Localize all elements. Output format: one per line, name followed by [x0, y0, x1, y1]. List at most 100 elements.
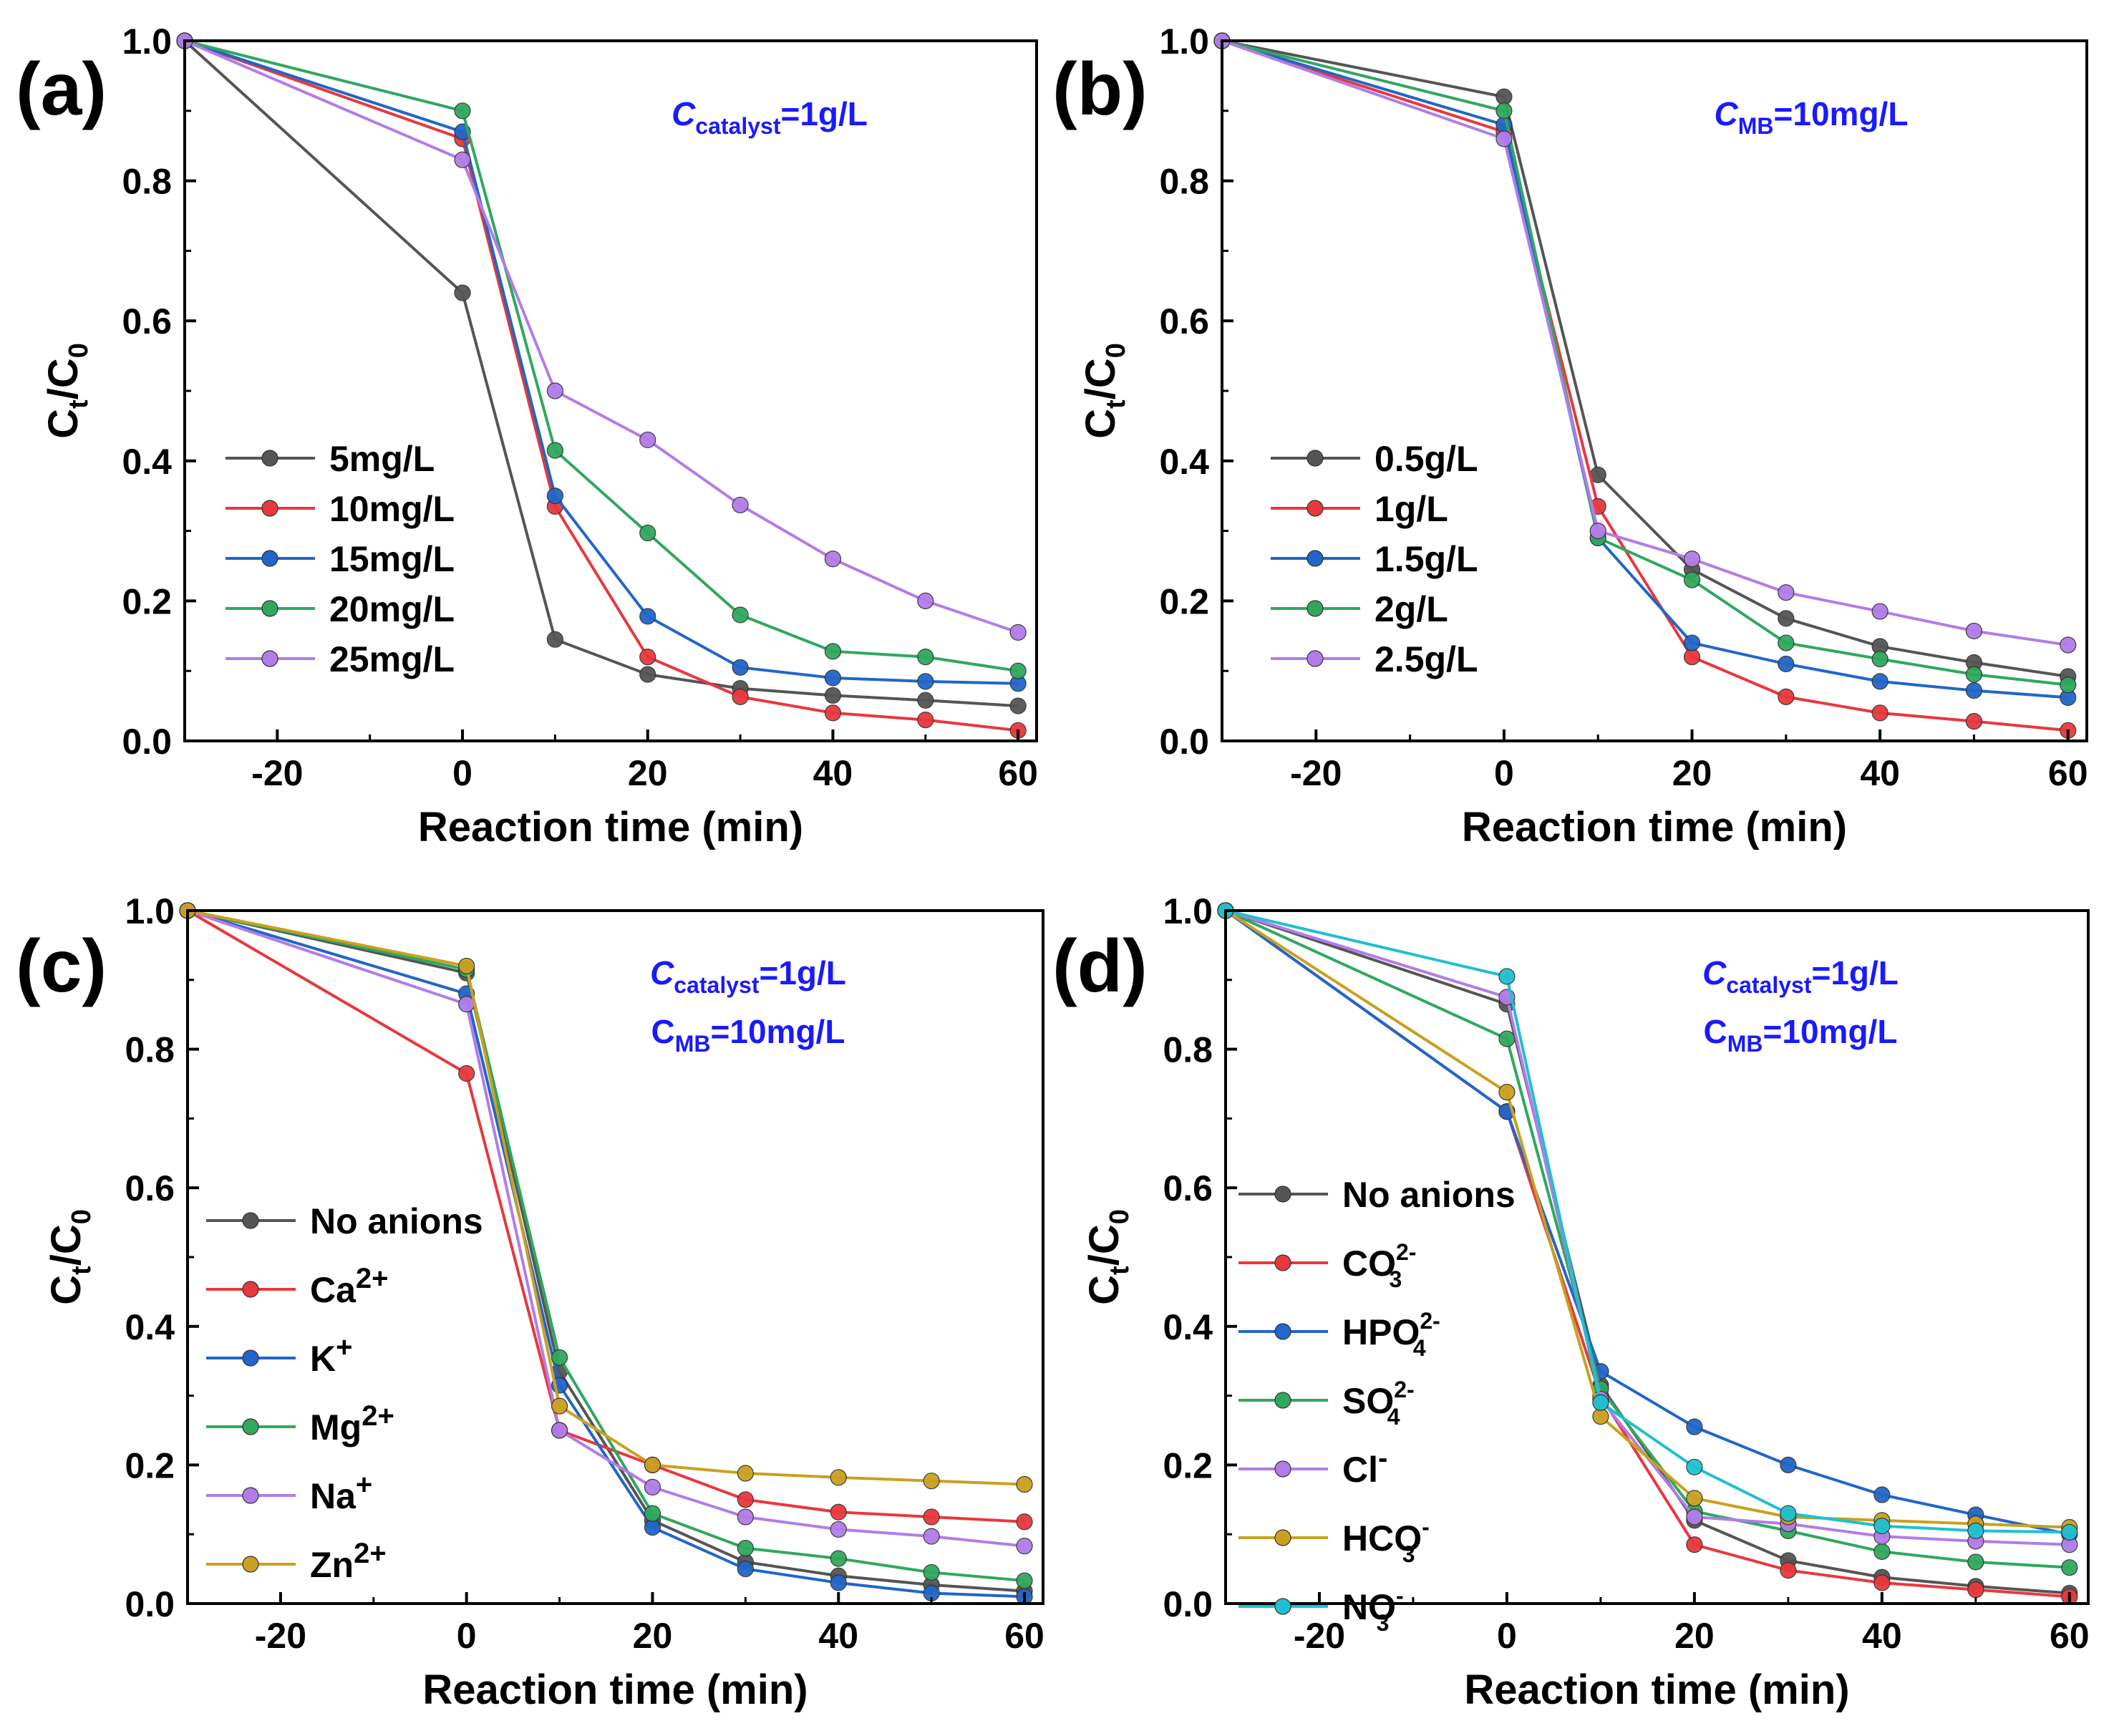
x-tick-label: 40 [1862, 1616, 1902, 1656]
annotation-a-0: Ccatalyst=1g/L [672, 95, 868, 139]
data-point-d-5-1 [1498, 1084, 1516, 1101]
y-tick-label-text: 0.8 [1159, 162, 1209, 202]
y-tick-label: 0.4 [125, 1307, 175, 1347]
x-tick-label: 60 [1004, 1616, 1044, 1656]
legend-label-base: Mg [310, 1407, 362, 1448]
annotation-rest: =1g/L [759, 954, 845, 991]
y-title-sub-t: t [1105, 1266, 1135, 1275]
x-axis-title-d: Reaction time (min) [1464, 1667, 1849, 1713]
data-point-b-1-3 [1683, 649, 1701, 666]
data-point-c-5-7 [1016, 1475, 1033, 1493]
x-tick-label-text: 60 [2048, 753, 2088, 793]
data-point-a-1-5 [824, 704, 842, 722]
legend-label-c-2: K+ [310, 1332, 352, 1379]
data-point-a-2-4 [732, 659, 749, 676]
y-tick-label-text: 0.4 [122, 442, 172, 482]
data-point-b-4-1 [1495, 130, 1513, 147]
y-tick-label: 0.2 [125, 1445, 175, 1485]
panel-label-text: (c) [16, 925, 107, 1008]
legend-marker-b-4 [1306, 650, 1324, 667]
legend-label-sup: - [1396, 1583, 1404, 1609]
y-tick-label: 0.6 [125, 1168, 175, 1208]
data-point-a-0-6 [917, 692, 934, 709]
annotation-rest: =10mg/L [1774, 95, 1909, 132]
legend-label-base: 2g/L [1375, 589, 1448, 629]
data-point-c-1-4 [737, 1491, 754, 1508]
series-line-c-4 [187, 909, 1025, 1548]
x-tick-label-text: 60 [1004, 1616, 1044, 1656]
x-tick-label: 40 [813, 753, 853, 793]
data-point-b-2-4 [1778, 655, 1795, 673]
legend-marker-d-5 [1274, 1529, 1291, 1546]
y-tick-label-text: 0.8 [1163, 1030, 1213, 1070]
data-point-b-3-1 [1495, 102, 1513, 120]
data-point-c-1-6 [923, 1508, 940, 1526]
data-point-d-1-3 [1686, 1536, 1703, 1553]
y-title-slash: /C [43, 1224, 89, 1266]
data-point-c-4-3 [644, 1478, 661, 1495]
y-title-sub-t: t [1101, 399, 1131, 409]
panel-label-c: (c) [16, 925, 107, 1008]
panel-label-b: (b) [1052, 48, 1148, 131]
legend-marker-c-2 [242, 1349, 259, 1367]
series-line-b-2 [1221, 39, 2068, 699]
x-axis-title-text: Reaction time (min) [418, 804, 803, 850]
data-point-c-1-1 [458, 1065, 475, 1082]
legend-label-a-1: 10mg/L [329, 489, 455, 529]
y-tick-label-text: 0.0 [1159, 722, 1209, 762]
legend-label-base: 0.5g/L [1375, 439, 1478, 479]
x-tick-label-text: 20 [633, 1616, 673, 1656]
annotation-rest: =10mg/L [1763, 1013, 1898, 1050]
data-point-b-0-1 [1495, 88, 1513, 105]
annotation-sub: catalyst [695, 113, 781, 139]
legend-marker-d-2 [1274, 1323, 1291, 1340]
legend-marker-c-3 [242, 1418, 259, 1435]
legend-marker-a-2 [261, 550, 278, 567]
data-point-d-6-4 [1780, 1505, 1797, 1522]
legend-marker-b-1 [1306, 500, 1324, 517]
legend-label-sup: 2- [1394, 1377, 1414, 1402]
legend-label-sub: 3 [1389, 1266, 1402, 1292]
data-point-a-4-7 [1009, 624, 1027, 641]
legend-label-base: 25mg/L [329, 639, 455, 679]
y-tick-label-text: 1.0 [1159, 21, 1209, 62]
data-point-d-1-6 [1967, 1581, 1984, 1599]
legend-label-sup: 2+ [362, 1400, 394, 1432]
data-point-a-2-3 [639, 608, 656, 625]
data-point-a-0-5 [824, 687, 842, 704]
legend-label-b-3: 2g/L [1375, 589, 1448, 629]
panel-b: (b) -20 0 20 40 60 0.0 0.2 0.4 0.6 0.8 1.0 Reaction … [1052, 21, 2088, 850]
y-title-main: C [1077, 409, 1124, 439]
data-point-c-3-6 [923, 1563, 940, 1581]
data-point-c-3-5 [830, 1550, 847, 1567]
y-tick-label-text: 0.6 [125, 1168, 175, 1208]
x-axis-title-text: Reaction time (min) [1462, 804, 1847, 850]
y-tick-label: 0.4 [1163, 1307, 1213, 1347]
series-line-d-5 [1224, 909, 2070, 1529]
legend-label-b-0: 0.5g/L [1375, 439, 1478, 479]
data-point-b-2-3 [1683, 634, 1701, 651]
y-title-sub-0: 0 [1105, 1209, 1135, 1224]
data-point-c-1-5 [830, 1503, 847, 1521]
panel-label-text: (d) [1052, 925, 1148, 1008]
series-line-c-1 [186, 909, 1025, 1523]
y-title-sub-0: 0 [1101, 343, 1131, 358]
panel-label-text: (b) [1052, 48, 1148, 131]
data-point-c-2-4 [737, 1561, 754, 1578]
x-tick-label: 0 [1497, 1616, 1517, 1656]
legend-label-sup: + [356, 1469, 372, 1500]
annotation-sub: catalyst [674, 972, 760, 998]
x-tick-label-text: 20 [628, 753, 668, 793]
annotation-rest: =1g/L [1811, 954, 1898, 991]
annotation-c-1: CMB=10mg/L [651, 1013, 845, 1057]
x-tick-label-text: 0 [452, 753, 472, 793]
data-point-d-1-5 [1873, 1574, 1891, 1591]
y-tick-label-text: 0.2 [122, 581, 172, 621]
x-tick-label-text: 20 [1672, 753, 1712, 793]
legend-marker-d-3 [1274, 1392, 1291, 1409]
annotation-main: C [1704, 1013, 1727, 1050]
data-point-a-1-3 [639, 649, 656, 666]
y-tick-label-text: 0.4 [1159, 442, 1209, 482]
data-point-d-5-3 [1686, 1490, 1703, 1507]
data-point-b-1-5 [1871, 704, 1889, 722]
